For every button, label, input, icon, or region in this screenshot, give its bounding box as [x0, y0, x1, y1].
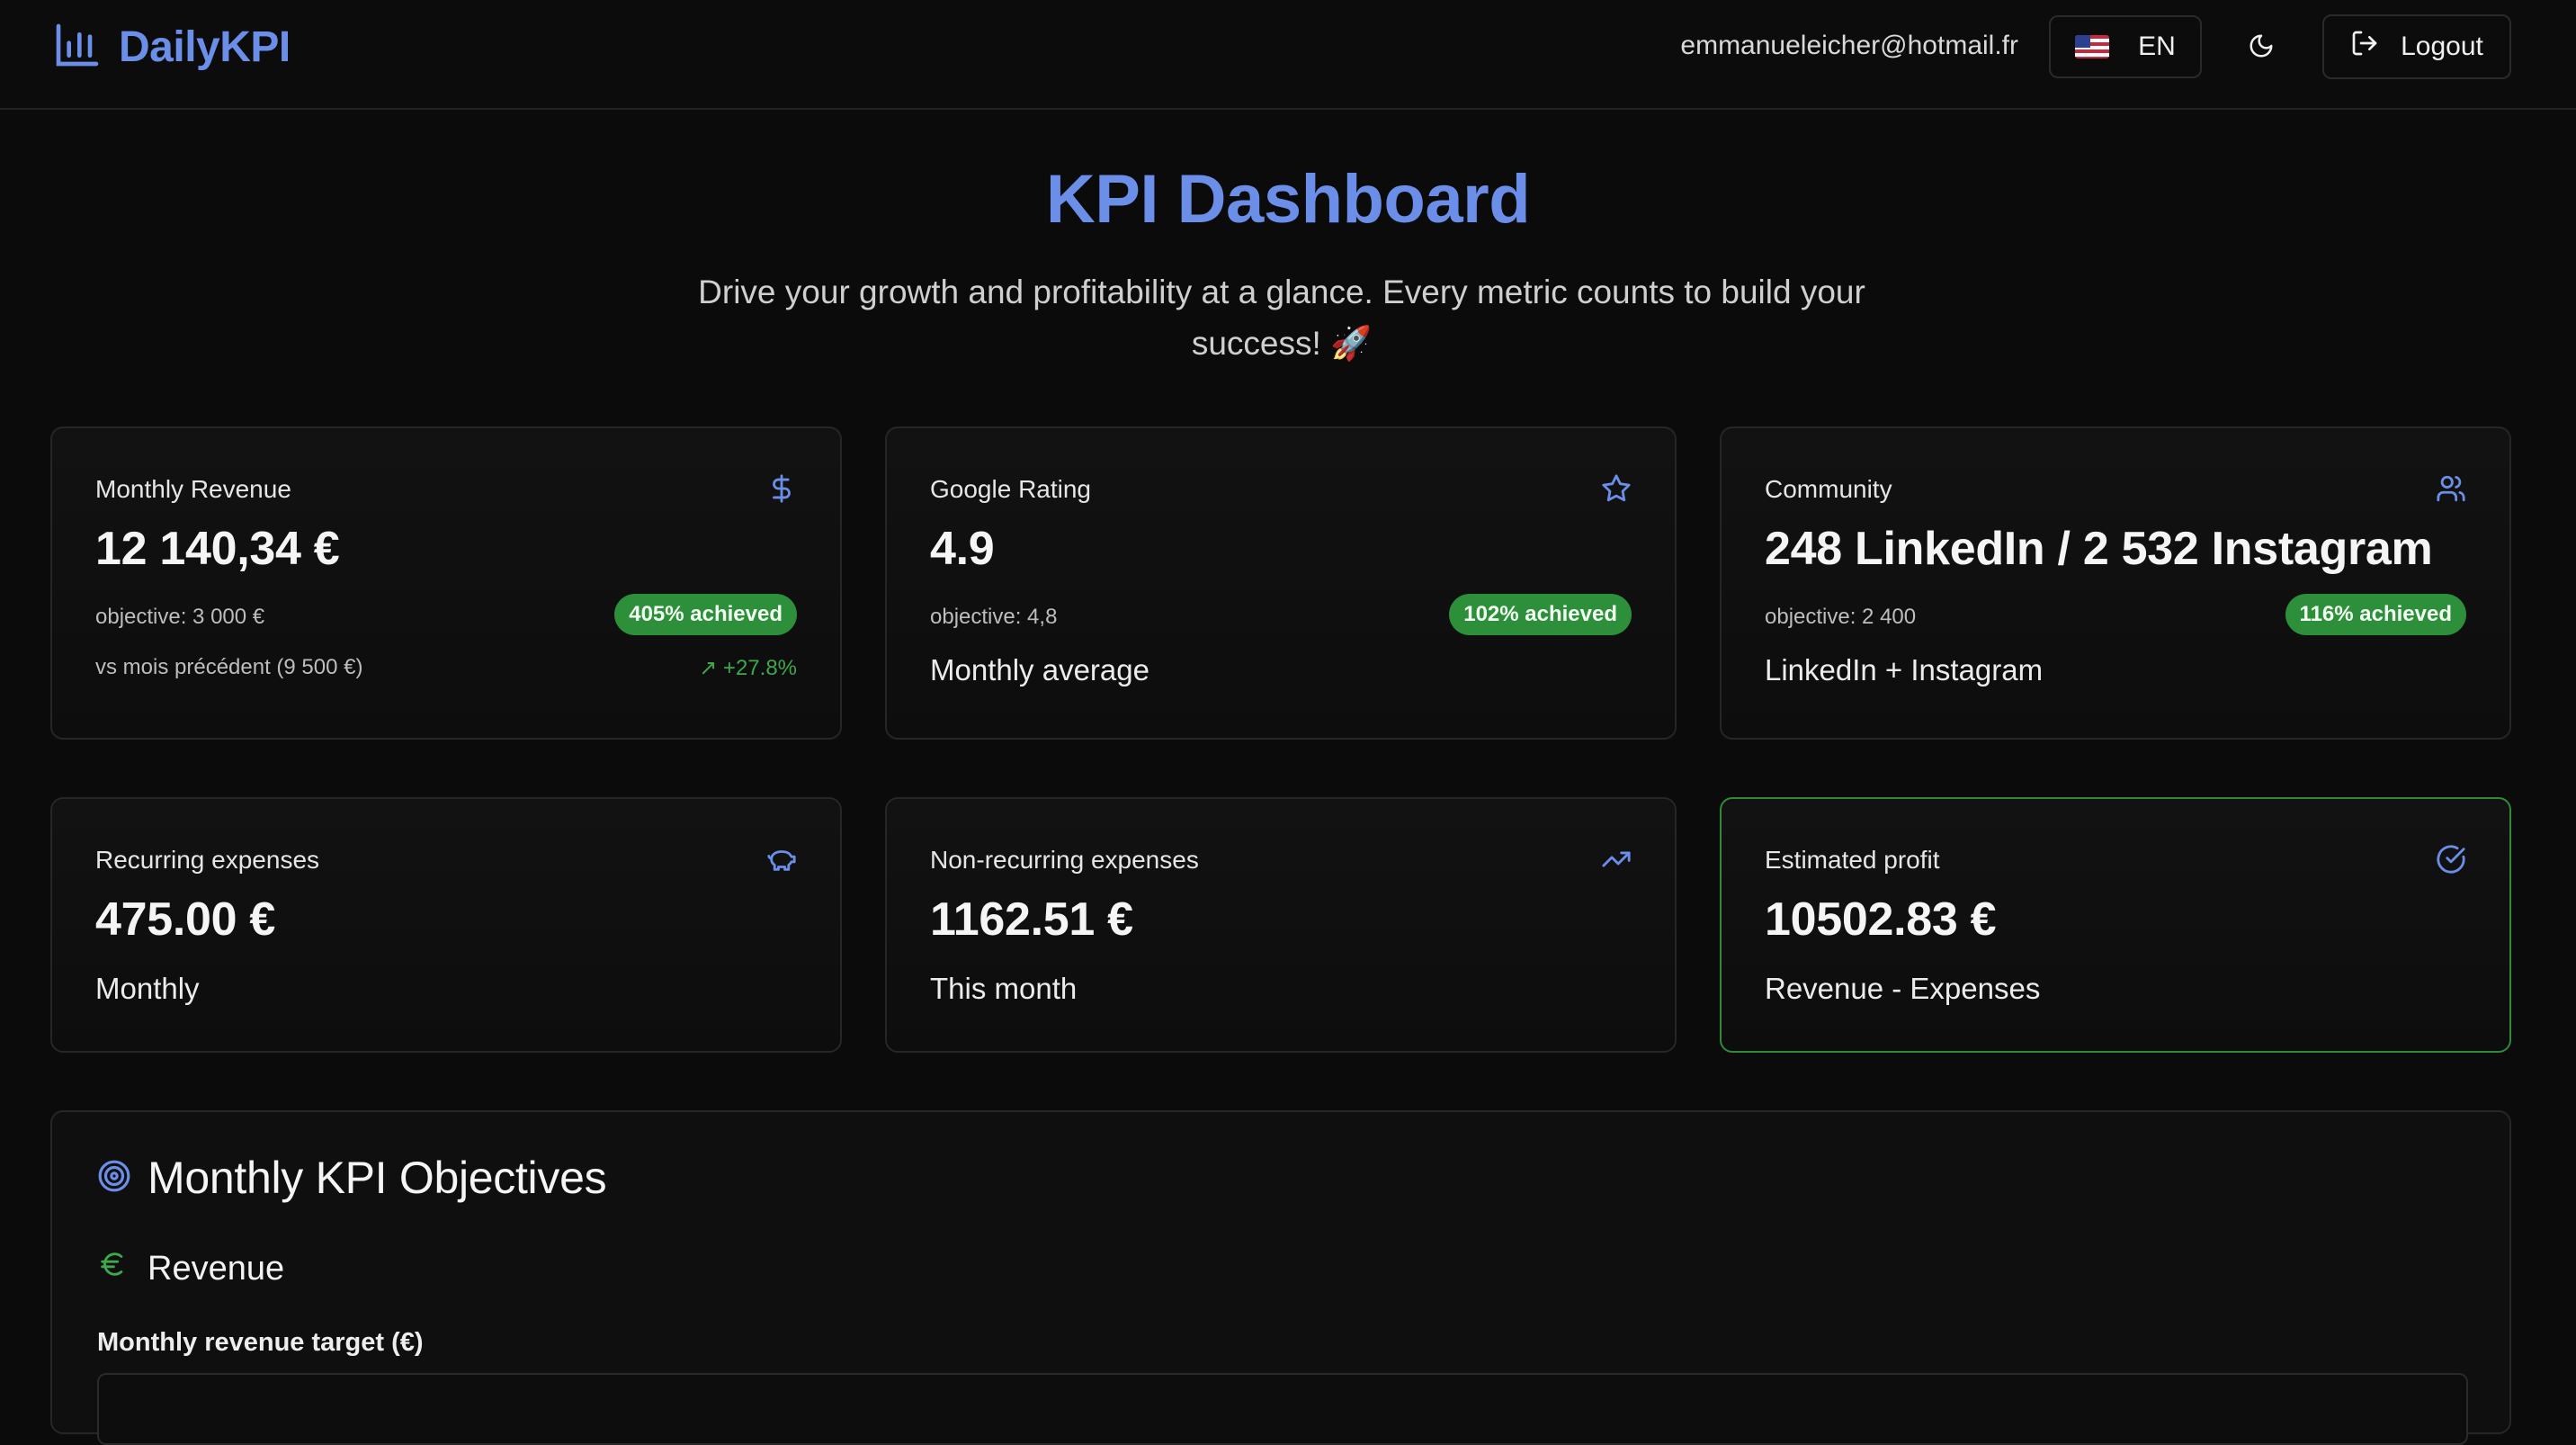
card-label: Community	[1765, 475, 1892, 503]
dollar-icon	[766, 473, 797, 504]
card-label: Non-recurring expenses	[930, 846, 1199, 874]
card-label: Estimated profit	[1765, 846, 1940, 874]
us-flag-icon	[2075, 35, 2110, 58]
card-note: LinkedIn + Instagram	[1765, 653, 2044, 687]
growth-delta: ↗ +27.8%	[699, 656, 797, 680]
logout-button[interactable]: Logout	[2322, 14, 2511, 79]
google-rating-card: Google Rating 4.9 objective: 4,8 102% ac…	[885, 426, 1677, 740]
card-label: Google Rating	[930, 475, 1092, 503]
user-email: emmanueleicher@hotmail.fr	[1680, 31, 2018, 60]
card-value: 4.9	[930, 523, 995, 575]
objectives-heading: Monthly KPI Objectives	[97, 1152, 607, 1204]
card-value: 12 140,34 €	[95, 523, 340, 575]
objectives-title: Monthly KPI Objectives	[148, 1153, 607, 1203]
brand-name: DailyKPI	[119, 23, 291, 71]
trending-up-icon	[1601, 844, 1632, 875]
moon-icon	[2248, 32, 2275, 64]
achievement-badge: 405% achieved	[614, 594, 797, 635]
card-value: 475.00 €	[95, 893, 276, 946]
page-title: KPI Dashboard	[1045, 161, 1531, 238]
top-bar: DailyKPI emmanueleicher@hotmail.fr EN Lo…	[0, 0, 2576, 110]
card-value: 1162.51 €	[930, 893, 1133, 946]
card-objective: objective: 3 000 €	[95, 605, 265, 629]
revenue-target-input[interactable]	[97, 1373, 2468, 1445]
card-label: Recurring expenses	[95, 846, 320, 874]
logout-label: Logout	[2401, 31, 2483, 61]
brand-logo-link[interactable]: DailyKPI	[52, 20, 291, 75]
theme-toggle-button[interactable]	[2238, 25, 2285, 70]
logout-icon	[2350, 29, 2379, 65]
card-label: Monthly Revenue	[95, 475, 291, 503]
users-icon	[2436, 473, 2466, 504]
monthly-revenue-card: Monthly Revenue 12 140,34 € objective: 3…	[50, 426, 842, 740]
card-note: Monthly	[95, 972, 200, 1005]
euro-icon	[97, 1249, 128, 1288]
community-card: Community 248 LinkedIn / 2 532 Instagram…	[1720, 426, 2511, 740]
star-icon	[1601, 473, 1632, 504]
check-circle-icon	[2436, 844, 2466, 875]
card-objective: objective: 2 400	[1765, 605, 1917, 629]
card-objective: objective: 4,8	[930, 605, 1058, 629]
target-icon	[97, 1152, 131, 1204]
card-note: Monthly average	[930, 653, 1149, 687]
page-subtitle: Drive your growth and profitability at a…	[698, 274, 1865, 362]
card-value: 10502.83 €	[1765, 893, 1997, 946]
language-selector[interactable]: EN	[2049, 15, 2202, 78]
revenue-target-label: Monthly revenue target (€)	[97, 1328, 424, 1357]
card-value: 248 LinkedIn / 2 532 Instagram	[1765, 523, 2433, 575]
achievement-badge: 102% achieved	[1449, 594, 1632, 635]
monthly-objectives-panel: Monthly KPI Objectives Revenue Monthly r…	[50, 1110, 2511, 1445]
previous-month-comparison: vs mois précédent (9 500 €)	[95, 655, 363, 679]
revenue-section-heading: Revenue	[97, 1249, 284, 1288]
achievement-badge: 116% achieved	[2285, 594, 2466, 635]
piggy-bank-icon	[766, 844, 797, 875]
revenue-section-title: Revenue	[148, 1249, 285, 1288]
language-label: EN	[2138, 31, 2176, 61]
card-note: This month	[930, 972, 1078, 1005]
non-recurring-expenses-card: Non-recurring expenses 1162.51 € This mo…	[885, 797, 1677, 1053]
estimated-profit-card: Estimated profit 10502.83 € Revenue - Ex…	[1720, 797, 2511, 1053]
recurring-expenses-card: Recurring expenses 475.00 € Monthly	[50, 797, 842, 1053]
bar-chart-icon	[52, 20, 103, 75]
card-note: Revenue - Expenses	[1765, 972, 2041, 1005]
